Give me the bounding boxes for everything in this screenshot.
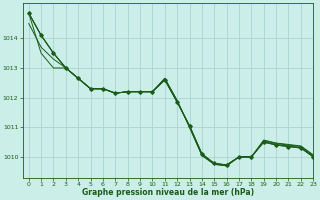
X-axis label: Graphe pression niveau de la mer (hPa): Graphe pression niveau de la mer (hPa) (82, 188, 254, 197)
